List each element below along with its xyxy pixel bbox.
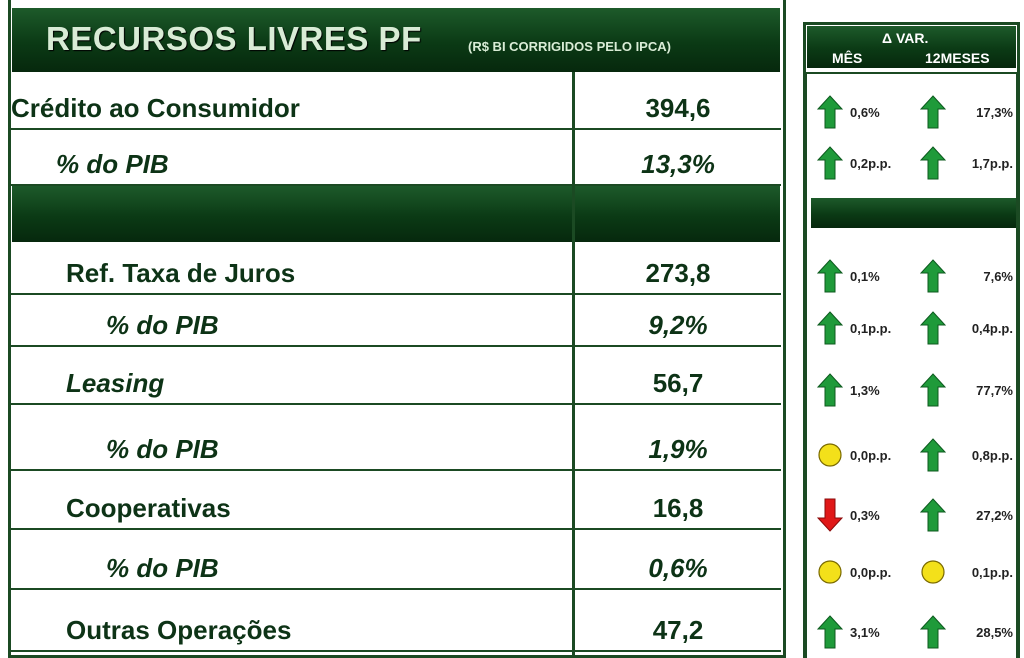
month-icon [817, 95, 843, 129]
row-value: 1,9% [575, 405, 781, 471]
twelve-month-icon [920, 95, 946, 129]
month-icon [817, 259, 843, 293]
row-value: 47,2 [575, 590, 781, 652]
twelve-month-icon [920, 498, 946, 532]
twelve-month-variation: 1,7p.p. [971, 155, 1013, 171]
month-icon [817, 438, 843, 472]
month-icon [817, 311, 843, 345]
month-variation: 0,0p.p. [850, 447, 892, 463]
month-variation: 1,3% [850, 382, 880, 398]
header-title: RECURSOS LIVRES PF [46, 20, 422, 57]
twelve-month-icon [920, 146, 946, 180]
row-label: % do PIB [11, 295, 572, 347]
row-label: Cooperativas [11, 470, 572, 530]
right-separator [811, 198, 1016, 228]
twelve-month-variation: 0,4p.p. [971, 320, 1013, 336]
row-value: 273,8 [575, 243, 781, 295]
row-value: 56,7 [575, 347, 781, 405]
row-label: Ref. Taxa de Juros [11, 243, 572, 295]
twelve-month-icon [920, 555, 946, 589]
row-label: % do PIB [11, 130, 572, 186]
month-variation: 0,0p.p. [850, 564, 892, 580]
month-variation: 0,1p.p. [850, 320, 892, 336]
right-inner-frame [805, 72, 1018, 658]
header-bar [12, 8, 780, 72]
twelve-month-icon [920, 259, 946, 293]
column-divider [572, 72, 575, 658]
twelve-month-variation: 28,5% [976, 624, 1013, 640]
month-icon [817, 373, 843, 407]
row-label: % do PIB [11, 405, 572, 471]
row-value: 9,2% [575, 295, 781, 347]
month-variation: 3,1% [850, 624, 880, 640]
twelve-month-variation: 77,7% [976, 382, 1013, 398]
left-table-frame [8, 0, 786, 658]
twelve-month-variation: 17,3% [976, 104, 1013, 120]
twelve-month-variation: 7,6% [983, 268, 1013, 284]
twelve-month-icon [920, 373, 946, 407]
row-label: % do PIB [11, 530, 572, 590]
twelve-month-icon [920, 438, 946, 472]
twelve-month-icon [920, 311, 946, 345]
month-icon [817, 146, 843, 180]
header-subtitle: (R$ BI CORRIGIDOS PELO IPCA) [468, 39, 671, 54]
row-label: Outras Operações [11, 590, 572, 652]
month-icon [817, 498, 843, 532]
variation-header [807, 26, 1016, 68]
row-label: Crédito ao Consumidor [11, 72, 572, 130]
separator-bar [12, 186, 780, 242]
month-variation: 0,2p.p. [850, 155, 892, 171]
twelve-month-icon [920, 615, 946, 649]
month-icon [817, 615, 843, 649]
twelve-month-variation: 27,2% [976, 507, 1013, 523]
row-value: 13,3% [575, 130, 781, 186]
right-panel-frame [803, 22, 1020, 658]
row-value: 394,6 [575, 72, 781, 130]
month-variation: 0,6% [850, 104, 880, 120]
variation-month: MÊS [832, 50, 863, 66]
month-variation: 0,3% [850, 507, 880, 523]
row-value: 0,6% [575, 530, 781, 590]
month-variation: 0,1% [850, 268, 880, 284]
month-icon [817, 555, 843, 589]
twelve-month-variation: 0,1p.p. [971, 564, 1013, 580]
row-label: Leasing [11, 347, 572, 405]
variation-title: Δ VAR. [882, 30, 929, 46]
twelve-month-variation: 0,8p.p. [971, 447, 1013, 463]
row-value: 16,8 [575, 470, 781, 530]
variation-12m: 12MESES [925, 50, 990, 66]
